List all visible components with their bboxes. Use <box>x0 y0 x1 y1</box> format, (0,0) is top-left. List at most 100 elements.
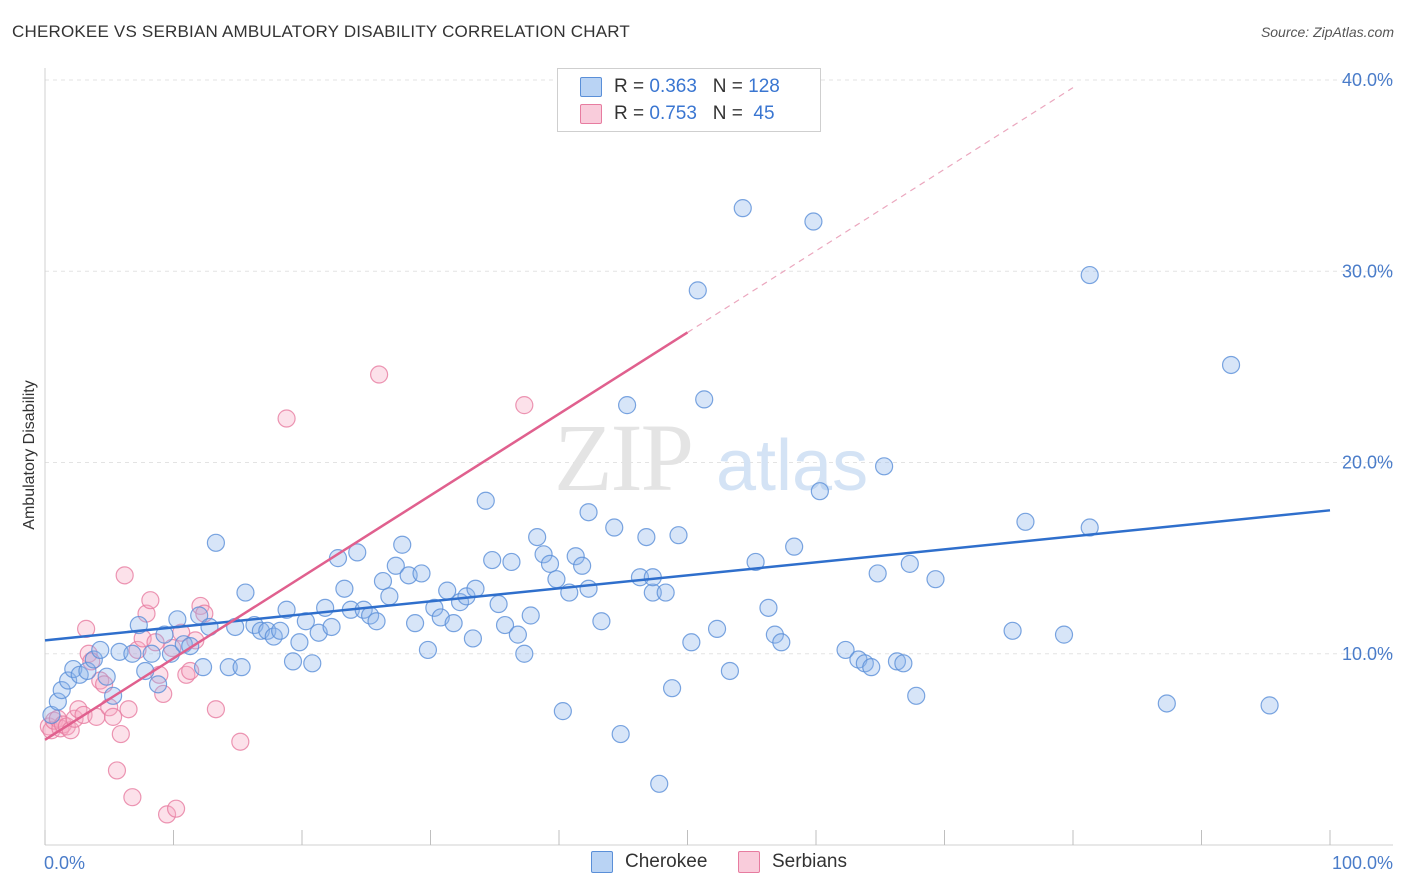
cherokee-point <box>1080 265 1099 285</box>
cherokee-point <box>97 667 116 686</box>
series-legend: Cherokee Serbians <box>0 851 1406 877</box>
cherokee-point <box>836 640 855 660</box>
cherokee-point <box>650 774 669 793</box>
chart-title: CHEROKEE VS SERBIAN AMBULATORY DISABILIT… <box>12 22 630 41</box>
cherokee-point <box>348 543 367 562</box>
cherokee-point <box>463 629 483 648</box>
watermark: ZIP atlas <box>554 404 868 511</box>
serbians-point <box>206 700 226 719</box>
cherokee-point <box>746 552 765 572</box>
serbians-point <box>123 788 142 807</box>
legend-r-label: R = <box>614 76 650 97</box>
cherokee-point <box>59 671 78 690</box>
cherokee-point <box>656 583 675 602</box>
cherokee-point <box>605 518 624 537</box>
cherokee-point <box>553 702 572 721</box>
cherokee-point <box>322 617 341 637</box>
legend-r-label: R = <box>614 103 650 124</box>
cherokee-point <box>534 545 553 564</box>
cherokee-point <box>91 640 110 660</box>
serbians-point <box>111 724 130 744</box>
cherokee-point <box>894 654 913 673</box>
cherokee-point <box>232 658 251 677</box>
cherokee-point <box>1003 621 1022 640</box>
y-tick-label: 30.0% <box>1342 261 1393 281</box>
cherokee-point <box>772 633 791 652</box>
cherokee-point <box>193 658 213 677</box>
cherokee-point <box>386 556 405 575</box>
cherokee-point <box>52 680 71 700</box>
serbians-point <box>107 761 127 780</box>
serbians-point <box>515 396 534 415</box>
cherokee-point <box>643 583 662 602</box>
serbians-point <box>104 707 123 726</box>
serbians-point <box>166 799 186 818</box>
cherokee-point <box>1016 512 1035 531</box>
cherokee-point <box>476 491 495 510</box>
cherokee-point <box>283 652 303 671</box>
correlation-legend: R = 0.363 N = 128 R = 0.753 N = 45 <box>557 68 821 132</box>
cherokee-point <box>142 644 161 663</box>
cherokee-point <box>444 614 463 633</box>
cherokee-point <box>367 612 386 631</box>
cherokee-point <box>695 390 714 409</box>
serbians-point <box>157 805 177 824</box>
cherokee-point <box>868 564 887 583</box>
legend-n-label: N = <box>712 103 749 124</box>
cherokee-point <box>682 633 701 652</box>
cherokee-point <box>1260 696 1279 715</box>
serbians-swatch <box>738 851 760 873</box>
cherokee-point <box>155 625 174 644</box>
watermark-zip: ZIP <box>554 404 692 511</box>
serbians-point <box>231 732 250 751</box>
cherokee-point <box>1080 518 1099 537</box>
serbians-swatch <box>580 104 602 124</box>
cherokee-point <box>521 606 540 625</box>
tick-labels: 10.0% 20.0% 30.0% 40.0% 0.0% 100.0% <box>44 70 1393 873</box>
serbians-point <box>154 684 173 704</box>
cherokee-point <box>547 570 566 589</box>
cherokee-point <box>1054 625 1074 644</box>
cherokee-point <box>219 658 238 677</box>
cherokee-point <box>290 633 309 652</box>
cherokee-point <box>733 199 752 218</box>
cherokee-point <box>926 570 945 589</box>
cherokee-point <box>573 556 592 575</box>
cherokee-point <box>502 552 521 572</box>
serbians-points <box>39 365 534 824</box>
x-tick-label: 100.0% <box>1332 853 1393 873</box>
cherokee-point <box>804 212 823 231</box>
serbians-point <box>115 566 134 585</box>
legend-item-serbians: Serbians <box>738 851 847 873</box>
cherokee-point <box>495 615 515 635</box>
cherokee-trend-line <box>44 509 1331 642</box>
cherokee-point <box>1157 694 1176 713</box>
cherokee-point <box>483 550 502 570</box>
axes <box>44 68 1393 846</box>
cherokee-point <box>887 652 907 671</box>
cherokee-point <box>236 583 255 602</box>
cherokee-point <box>592 612 611 631</box>
cherokee-points <box>42 199 1279 793</box>
cherokee-point <box>393 535 412 554</box>
cherokee-point <box>707 619 727 638</box>
cherokee-point <box>669 526 688 545</box>
cherokee-point <box>489 594 508 614</box>
cherokee-swatch <box>580 77 602 97</box>
cherokee-point <box>611 724 630 744</box>
cherokee-point <box>720 661 740 681</box>
legend-r-value: 0.753 <box>649 103 697 124</box>
cherokee-point <box>373 571 393 591</box>
y-axis-label: Ambulatory Disability <box>21 380 38 529</box>
cherokee-point <box>810 482 829 501</box>
cherokee-point <box>303 654 322 673</box>
cherokee-point <box>78 661 97 681</box>
cherokee-point <box>148 675 168 694</box>
cherokee-point <box>540 554 560 573</box>
cherokee-point <box>425 598 444 617</box>
legend-n-label: N = <box>712 76 749 97</box>
cherokee-point <box>515 644 534 663</box>
legend-label-cherokee: Cherokee <box>625 851 708 872</box>
legend-n-value: 45 <box>748 103 775 124</box>
